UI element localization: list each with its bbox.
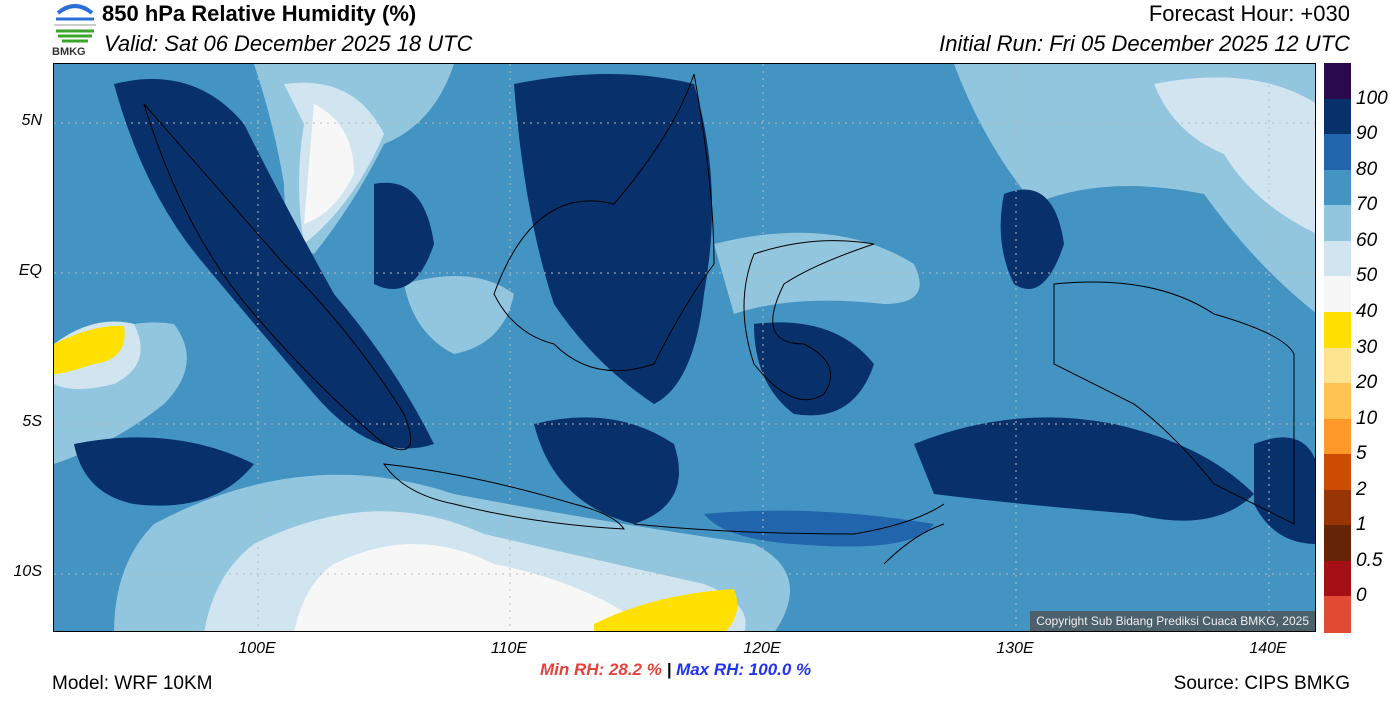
- humidity-field: [54, 64, 1315, 631]
- lon-label-140e: 140E: [1249, 640, 1287, 657]
- colorbar-segment: [1324, 169, 1351, 206]
- colorbar-segment: [1324, 205, 1351, 242]
- colorbar-segment: [1324, 454, 1351, 491]
- colorbar-label: 50: [1356, 265, 1378, 287]
- colorbar-label: 0: [1356, 585, 1367, 607]
- lat-label-eq: EQ: [18, 262, 42, 279]
- humidity-map[interactable]: Copyright Sub Bidang Prediksi Cuaca BMKG…: [53, 63, 1316, 632]
- colorbar-segment: [1324, 525, 1351, 562]
- colorbar-segment: [1324, 560, 1351, 597]
- colorbar-segment: [1324, 134, 1351, 171]
- colorbar-segment: [1324, 347, 1351, 384]
- colorbar-segment: [1324, 489, 1351, 526]
- lon-label-110e: 110E: [490, 640, 528, 657]
- colorbar-label: 80: [1356, 158, 1378, 180]
- valid-time: Valid: Sat 06 December 2025 18 UTC: [104, 31, 473, 56]
- colorbar-label: 70: [1356, 194, 1378, 216]
- colorbar-segment: [1324, 418, 1351, 455]
- lon-label-130e: 130E: [996, 640, 1034, 657]
- initial-run: Initial Run: Fri 05 December 2025 12 UTC: [939, 31, 1350, 56]
- colorbar-label: 100: [1356, 87, 1388, 109]
- colorbar-label: 10: [1356, 407, 1378, 429]
- colorbar-segment: [1324, 276, 1351, 313]
- colorbar-label: 40: [1356, 300, 1378, 322]
- model-label: Model: WRF 10KM: [52, 673, 213, 694]
- colorbar-label: 20: [1356, 372, 1378, 394]
- colorbar-label: 2: [1356, 478, 1367, 500]
- colorbar-segment: [1324, 63, 1351, 100]
- colorbar-segment: [1324, 383, 1351, 420]
- colorbar-label: 0.5: [1356, 549, 1383, 571]
- colorbar-label: 60: [1356, 229, 1378, 251]
- map-title: 850 hPa Relative Humidity (%): [102, 1, 417, 26]
- rh-stats: Min RH: 28.2 % | Max RH: 100.0 %: [540, 660, 811, 680]
- min-rh: Min RH: 28.2 %: [540, 660, 662, 679]
- colorbar-segment: [1324, 311, 1351, 348]
- bmkg-logo: [52, 1, 98, 59]
- logo-text: BMKG: [52, 46, 86, 58]
- forecast-hour: Forecast Hour: +030: [1148, 1, 1350, 26]
- colorbar-label: 90: [1356, 123, 1378, 145]
- lat-label-5s: 5S: [22, 413, 42, 430]
- colorbar-label: 1: [1356, 514, 1367, 536]
- coastlines: [143, 73, 1295, 565]
- lat-label-10s: 10S: [13, 563, 42, 580]
- colorbar-segment: [1324, 240, 1351, 277]
- lon-label-100e: 100E: [238, 640, 276, 657]
- source-label: Source: CIPS BMKG: [1173, 673, 1350, 694]
- colorbar: [1324, 63, 1351, 633]
- colorbar-segment: [1324, 596, 1351, 633]
- lat-label-5n: 5N: [21, 112, 42, 129]
- colorbar-segment: [1324, 98, 1351, 135]
- colorbar-label: 5: [1356, 443, 1367, 465]
- lon-label-120e: 120E: [743, 640, 781, 657]
- copyright-notice: Copyright Sub Bidang Prediksi Cuaca BMKG…: [1030, 611, 1315, 631]
- colorbar-label: 30: [1356, 336, 1378, 358]
- stats-separator: |: [661, 660, 677, 679]
- max-rh: Max RH: 100.0 %: [676, 660, 812, 679]
